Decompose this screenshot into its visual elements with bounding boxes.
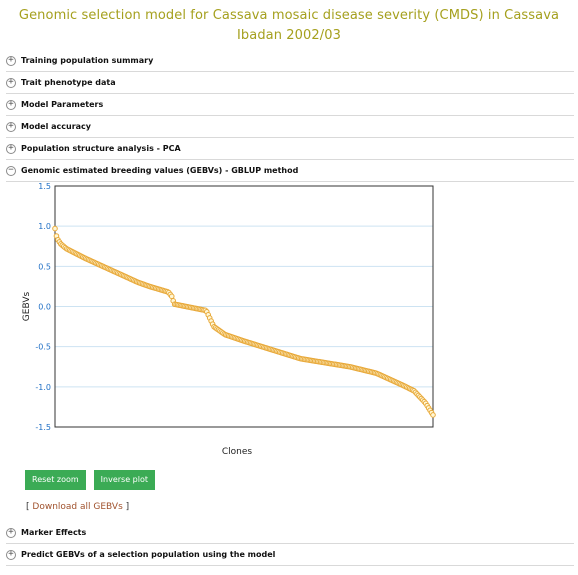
y-tick-label: 0.0 xyxy=(38,303,51,312)
y-tick-label: -1.5 xyxy=(35,423,51,432)
download-open-bracket: [ xyxy=(26,502,30,512)
section-label: Model Parameters xyxy=(21,100,103,109)
plus-circle-icon[interactable]: + xyxy=(6,550,16,560)
data-point xyxy=(53,226,58,231)
section-model-parameters[interactable]: + Model Parameters xyxy=(6,94,574,116)
y-tick-label: 1.0 xyxy=(38,222,51,231)
section-training-population-summary[interactable]: + Training population summary xyxy=(6,50,574,72)
minus-circle-icon[interactable]: − xyxy=(6,166,16,176)
data-point xyxy=(169,294,174,299)
chart-button-row: Reset zoom Inverse plot xyxy=(25,470,578,490)
y-tick-label: -0.5 xyxy=(35,343,51,352)
section-label: Model accuracy xyxy=(21,122,91,131)
section-genomic-estimated-breeding-values-gebvs-gblup-method[interactable]: − Genomic estimated breeding values (GEBV… xyxy=(6,160,574,182)
sections-top-list: + Training population summary + Trait pheno… xyxy=(0,50,578,182)
section-label: Trait phenotype data xyxy=(21,78,116,87)
plus-circle-icon[interactable]: + xyxy=(6,144,16,154)
download-close-bracket: ] xyxy=(126,502,130,512)
plus-circle-icon[interactable]: + xyxy=(6,100,16,110)
plus-circle-icon[interactable]: + xyxy=(6,122,16,132)
sections-bottom-list: + Marker Effects + Predict GEBVs of a selec… xyxy=(0,522,578,566)
section-model-accuracy[interactable]: + Model accuracy xyxy=(6,116,574,138)
section-trait-phenotype-data[interactable]: + Trait phenotype data xyxy=(6,72,574,94)
y-tick-label: 0.5 xyxy=(38,262,51,271)
plus-circle-icon[interactable]: + xyxy=(6,78,16,88)
download-all-gebvs-link[interactable]: Download all GEBVs xyxy=(32,502,122,512)
inverse-plot-button[interactable]: Inverse plot xyxy=(94,470,155,490)
gebv-chart[interactable]: 1.5 1.0 0.5 0.0 -0.5 -1.0 -1.5 GEBVs Clones xyxy=(15,182,475,467)
page-title: Genomic selection model for Cassava mosa… xyxy=(6,6,572,46)
data-point xyxy=(431,413,436,418)
reset-zoom-button[interactable]: Reset zoom xyxy=(25,470,86,490)
section-label: Marker Effects xyxy=(21,528,86,537)
section-label: Genomic estimated breeding values (GEBVs… xyxy=(21,166,298,175)
section-label: Predict GEBVs of a selection population … xyxy=(21,550,275,559)
section-label: Training population summary xyxy=(21,56,153,65)
download-row: [ Download all GEBVs ] xyxy=(26,502,578,512)
y-tick-label: -1.0 xyxy=(35,383,51,392)
plus-circle-icon[interactable]: + xyxy=(6,56,16,66)
section-label: Population structure analysis - PCA xyxy=(21,144,181,153)
section-population-structure-analysis-pca[interactable]: + Population structure analysis - PCA xyxy=(6,138,574,160)
plus-circle-icon[interactable]: + xyxy=(6,528,16,538)
gebv-chart-svg[interactable]: 1.5 1.0 0.5 0.0 -0.5 -1.0 -1.5 GEBVs Clones xyxy=(15,182,475,467)
section-predict-gebvs-of-a-selection-population-using-the-model[interactable]: + Predict GEBVs of a selection population… xyxy=(6,544,574,566)
y-tick-label: 1.5 xyxy=(38,182,51,191)
x-axis-label: Clones xyxy=(222,447,253,457)
y-axis-label: GEBVs xyxy=(22,291,32,321)
section-marker-effects[interactable]: + Marker Effects xyxy=(6,522,574,544)
